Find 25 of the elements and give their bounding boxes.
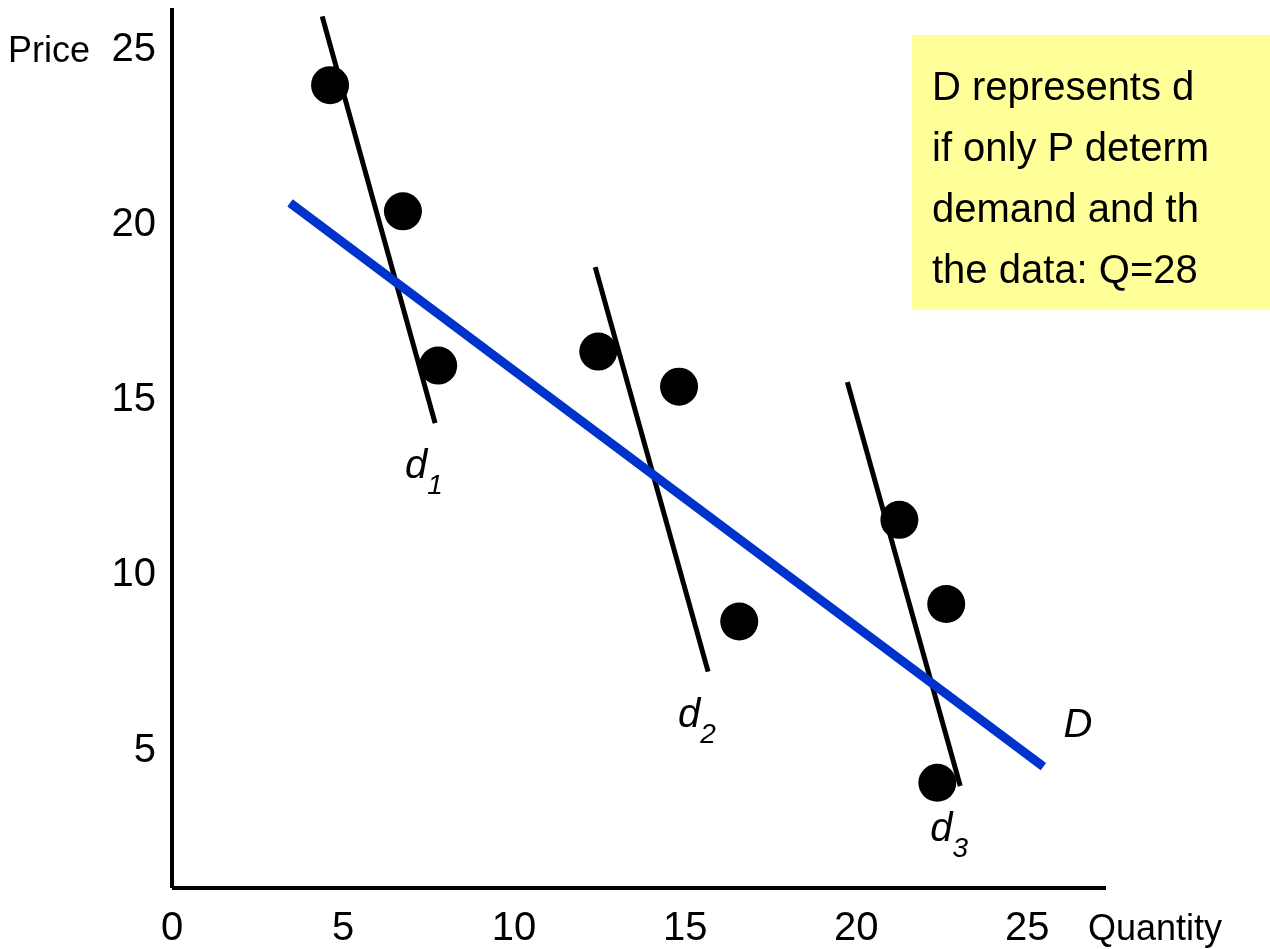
y-tick-label: 5 (133, 725, 156, 770)
point (660, 367, 699, 406)
x-axis-title: Quantity (1088, 907, 1223, 948)
point (918, 763, 957, 802)
y-tick-label: 10 (111, 550, 156, 595)
x-tick-label: 0 (160, 904, 184, 948)
series-label: d$_{2}$ (678, 690, 717, 749)
series-label: d$_{1}$ (405, 442, 443, 500)
point (419, 346, 458, 385)
x-tick-label: 20 (834, 904, 879, 948)
x-tick-label: 15 (662, 904, 708, 948)
point (927, 585, 966, 624)
annotation: D represents d if only P determ demand and th the data: Q=28 (932, 64, 1210, 291)
y-tick-label: 25 (111, 24, 156, 69)
series-label: D (1063, 700, 1093, 745)
x-tick-label: 25 (1005, 904, 1050, 948)
y-tick-label: 20 (111, 199, 156, 244)
y-axis-title: Price (8, 29, 91, 70)
x-tick-label: 10 (491, 904, 537, 948)
point (720, 602, 759, 641)
series-label: d$_{3}$ (930, 804, 969, 863)
point (579, 332, 618, 371)
x-tick-label: 5 (331, 904, 355, 948)
y-tick-label: 15 (111, 375, 156, 420)
point (383, 192, 422, 231)
